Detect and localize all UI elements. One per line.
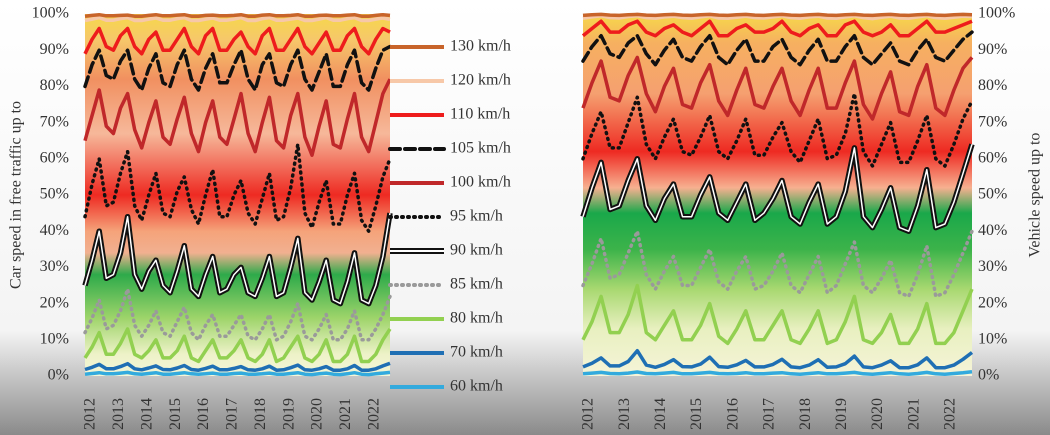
y-tick-label: 40%	[978, 222, 1007, 239]
y-tick-label: 50%	[40, 186, 69, 203]
line	[84, 15, 391, 23]
x-tick-label: 2012	[580, 398, 597, 430]
line	[84, 370, 391, 377]
line	[83, 287, 392, 342]
line	[581, 229, 974, 299]
legend-label: 70 km/h	[450, 344, 503, 361]
y-tick-label: 0%	[48, 367, 69, 384]
y-tick-label: 60%	[978, 149, 1007, 166]
x-tick-label: 2021	[337, 398, 354, 430]
x-tick-label: 2015	[688, 398, 705, 430]
x-tick-label: 2020	[309, 398, 326, 430]
line	[83, 142, 392, 233]
x-tick-label: 2022	[365, 398, 382, 430]
x-tick-label: 2019	[280, 398, 297, 430]
x-tick-label: 2014	[138, 398, 155, 430]
line	[581, 30, 974, 67]
y-tick-label: 70%	[978, 113, 1007, 130]
y-tick-label: 40%	[40, 222, 69, 239]
line	[582, 14, 973, 21]
legend-label: 105 km/h	[450, 140, 511, 157]
x-tick-label: 2016	[195, 398, 212, 430]
x-tick-label: 2013	[110, 398, 127, 430]
y-axis-title: Vehicle speed up to	[1027, 133, 1044, 258]
legend-label: 60 km/h	[450, 378, 503, 395]
line	[581, 91, 974, 168]
x-tick-label: 2015	[167, 398, 184, 430]
y-tick-label: 20%	[40, 294, 69, 311]
y-tick-label: 100%	[32, 5, 69, 22]
legend-label: 85 km/h	[450, 276, 503, 293]
y-tick-label: 0%	[978, 367, 999, 384]
x-tick-label: 2018	[252, 398, 269, 430]
line	[581, 283, 974, 346]
line	[581, 19, 973, 38]
y-tick-label: 10%	[40, 330, 69, 347]
line	[581, 55, 974, 121]
legend-label: 80 km/h	[450, 310, 503, 327]
x-tick-label: 2017	[224, 398, 241, 430]
legend-label: 110 km/h	[450, 106, 510, 123]
line	[84, 212, 391, 305]
y-tick-label: 30%	[40, 258, 69, 275]
line	[582, 12, 973, 18]
line	[83, 26, 391, 56]
line	[582, 348, 974, 370]
x-tick-label: 2019	[833, 398, 850, 430]
y-tick-label: 90%	[40, 41, 69, 58]
legend-label: 130 km/h	[450, 38, 511, 55]
x-tick-label: 2020	[869, 398, 886, 430]
plot-area	[85, 14, 390, 376]
line	[582, 144, 973, 232]
y-tick-label: 100%	[978, 5, 1015, 22]
x-tick-label: 2022	[942, 398, 959, 430]
legend-label: 95 km/h	[450, 208, 503, 225]
line	[582, 369, 973, 376]
line	[83, 327, 392, 364]
line	[84, 361, 391, 372]
legend-label: 90 km/h	[450, 242, 503, 259]
x-tick-label: 2016	[724, 398, 741, 430]
y-tick-label: 20%	[978, 294, 1007, 311]
x-tick-label: 2012	[82, 398, 99, 430]
y-tick-label: 70%	[40, 113, 69, 130]
y-tick-label: 80%	[978, 77, 1007, 94]
y-axis-title: Car speed in free traffic up to	[8, 101, 25, 289]
y-tick-label: 60%	[40, 149, 69, 166]
line	[83, 78, 392, 157]
x-tick-label: 2018	[797, 398, 814, 430]
x-tick-label: 2014	[652, 398, 669, 430]
y-tick-label: 10%	[978, 330, 1007, 347]
y-tick-label: 80%	[40, 77, 69, 94]
legend-label: 120 km/h	[450, 72, 511, 89]
x-tick-label: 2013	[616, 398, 633, 430]
line	[84, 12, 391, 18]
x-tick-label: 2017	[761, 398, 778, 430]
y-tick-label: 30%	[978, 258, 1007, 275]
y-tick-label: 90%	[978, 41, 1007, 58]
x-tick-label: 2021	[905, 398, 922, 430]
y-tick-label: 50%	[978, 186, 1007, 203]
line	[83, 44, 392, 92]
legend-label: 100 km/h	[450, 174, 511, 191]
